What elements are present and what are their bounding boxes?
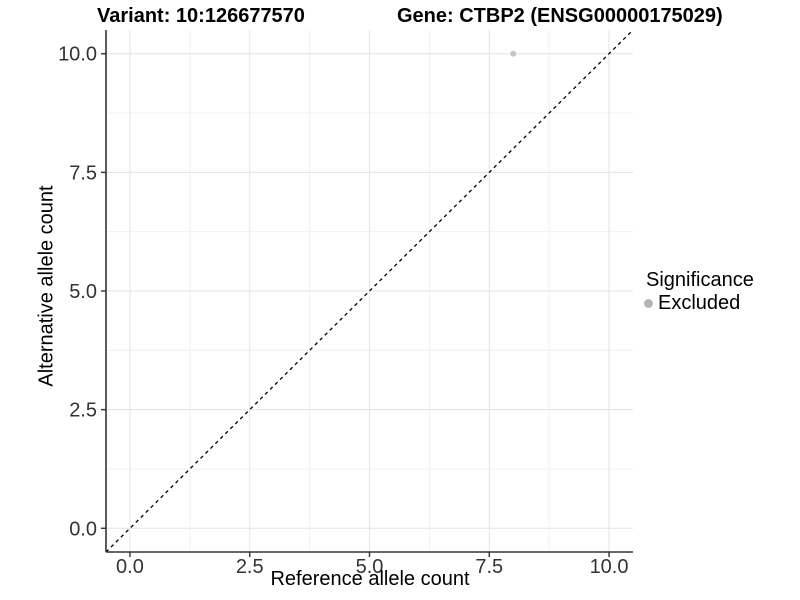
x-tick-label: 5.0 bbox=[356, 556, 384, 578]
x-axis-title: Reference allele count bbox=[270, 568, 470, 590]
variant-title: Variant: 10:126677570 bbox=[97, 5, 305, 27]
data-point-excluded bbox=[510, 50, 517, 57]
y-tick-label: 10.0 bbox=[58, 44, 97, 66]
y-tick-label: 5.0 bbox=[69, 281, 97, 303]
y-tick-label: 7.5 bbox=[69, 162, 97, 184]
x-tick-label: 0.0 bbox=[116, 556, 144, 578]
legend: Significance Excluded bbox=[641, 269, 754, 315]
y-tick-label: 0.0 bbox=[69, 518, 97, 540]
y-tick-label: 2.5 bbox=[69, 400, 97, 422]
x-tick-label: 10.0 bbox=[590, 556, 629, 578]
gene-title: Gene: CTBP2 (ENSG00000175029) bbox=[397, 5, 723, 27]
identity-line bbox=[105, 29, 634, 553]
legend-entry-label: Excluded bbox=[658, 292, 741, 314]
legend-title: Significance bbox=[646, 269, 754, 291]
y-axis-title: Alternative allele count bbox=[35, 185, 58, 387]
x-tick-label: 7.5 bbox=[475, 556, 503, 578]
legend-key-dot bbox=[644, 299, 653, 308]
x-tick-label: 2.5 bbox=[236, 556, 264, 578]
legend-entry-excluded: Excluded bbox=[641, 292, 754, 315]
